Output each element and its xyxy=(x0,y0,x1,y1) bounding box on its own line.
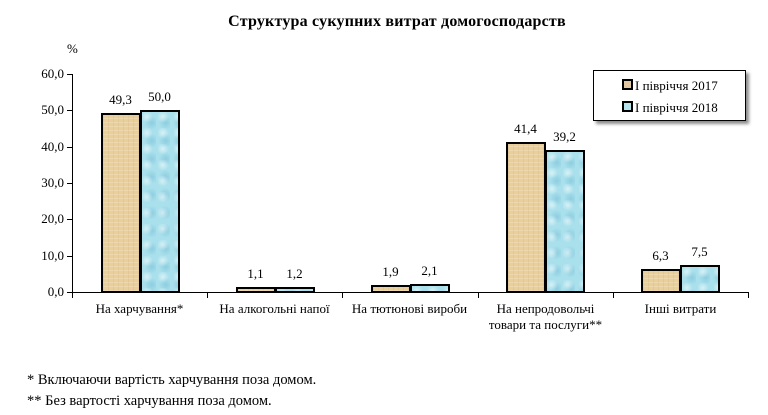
y-tick-label: 50,0 xyxy=(41,102,64,117)
bar-2018 xyxy=(545,150,585,293)
value-label-2017: 1,9 xyxy=(382,264,399,279)
y-tick-label: 20,0 xyxy=(41,211,64,226)
footnote-2: ** Без вартості харчування поза домом. xyxy=(27,393,272,409)
value-label-2018: 1,2 xyxy=(286,266,303,281)
bar-2017 xyxy=(101,113,141,293)
legend: І півріччя 2017 І півріччя 2018 xyxy=(593,70,746,121)
bar-2017 xyxy=(236,287,276,293)
footnote-1: * Включаючи вартість харчування поза дом… xyxy=(27,372,317,388)
bar-2017 xyxy=(506,142,546,293)
value-label-2018: 39,2 xyxy=(553,129,576,144)
category-label: На непродовольчі товари та послуги** xyxy=(478,301,613,333)
category-label-line: На тютюнові вироби xyxy=(351,301,468,316)
category-label: Інші витрати xyxy=(613,301,748,317)
value-label-2018: 50,0 xyxy=(148,89,171,104)
y-tick xyxy=(67,256,72,257)
chart-title: Структура сукупних витрат домогосподарст… xyxy=(0,13,768,31)
legend-item-2018: І півріччя 2018 xyxy=(622,100,718,116)
value-label-2017: 1,1 xyxy=(247,266,264,281)
y-tick-label: 10,0 xyxy=(41,248,64,263)
bar-2018 xyxy=(140,110,180,293)
legend-swatch-2017 xyxy=(622,79,633,90)
bar-2018 xyxy=(410,284,450,293)
y-tick-label: 60,0 xyxy=(41,66,64,81)
legend-label-2017: І півріччя 2017 xyxy=(635,78,718,93)
y-unit-label: % xyxy=(67,41,78,56)
value-label-2018: 2,1 xyxy=(421,263,438,278)
value-label-2018: 7,5 xyxy=(691,244,708,259)
bar-2018 xyxy=(275,287,315,293)
x-tick xyxy=(478,292,479,298)
category-label-line: Інші витрати xyxy=(644,301,717,316)
legend-swatch-2018 xyxy=(622,101,633,112)
x-tick xyxy=(72,292,73,298)
legend-label-2018: І півріччя 2018 xyxy=(635,100,718,115)
bar-2017 xyxy=(641,269,681,293)
x-tick xyxy=(748,292,749,298)
value-label-2017: 49,3 xyxy=(109,92,132,107)
category-label: На алкогольні напої xyxy=(207,301,342,317)
y-axis xyxy=(72,74,73,293)
x-tick xyxy=(342,292,343,298)
y-tick xyxy=(67,74,72,75)
category-label-line: товари та послуги** xyxy=(488,317,603,332)
value-label-2017: 6,3 xyxy=(652,248,669,263)
y-tick-label: 0,0 xyxy=(47,284,64,299)
bar-2018 xyxy=(680,265,720,293)
y-tick xyxy=(67,183,72,184)
y-tick xyxy=(67,147,72,148)
y-tick-label: 30,0 xyxy=(41,175,64,190)
y-tick xyxy=(67,110,72,111)
bar-2017 xyxy=(371,285,411,293)
legend-item-2017: І півріччя 2017 xyxy=(622,78,718,94)
x-tick xyxy=(613,292,614,298)
y-tick xyxy=(67,219,72,220)
category-label-line: На алкогольні напої xyxy=(219,301,330,316)
y-tick-label: 40,0 xyxy=(41,139,64,154)
x-tick xyxy=(207,292,208,298)
category-label: На харчування* xyxy=(72,301,207,317)
value-label-2017: 41,4 xyxy=(514,121,537,136)
y-tick xyxy=(67,292,72,293)
category-label-line: На харчування* xyxy=(95,301,184,316)
category-label: На тютюнові вироби xyxy=(342,301,477,317)
category-label-line: На непродовольчі xyxy=(496,301,595,316)
chart-title-text: Структура сукупних витрат домогосподарст… xyxy=(228,13,566,30)
